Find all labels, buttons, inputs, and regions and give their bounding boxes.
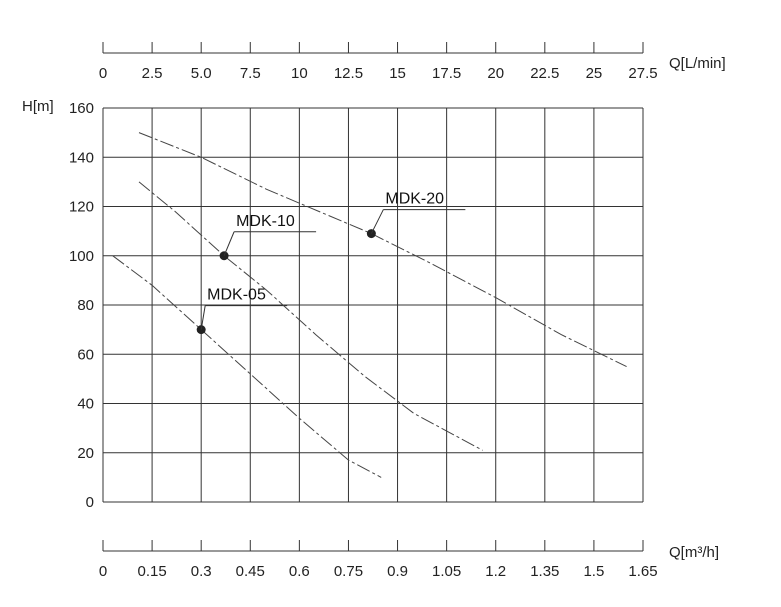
y-tick-label: 80 <box>77 297 94 314</box>
bottom-x-tick-label: 1.5 <box>583 563 604 580</box>
y-tick-label: 120 <box>69 199 94 216</box>
top-x-tick-label: 15 <box>389 65 406 82</box>
top-x-tick-label: 20 <box>487 65 504 82</box>
y-tick-label: 140 <box>69 149 94 166</box>
label-leader <box>223 231 235 256</box>
bottom-x-tick-label: 0.3 <box>191 563 212 580</box>
top-axis: 0 2.5 5.0 7.5 10 12.5 15 17.5 20 22.5 25 27.5 <box>99 42 658 82</box>
top-x-tick-label: 7.5 <box>240 65 261 82</box>
top-x-tick-label: 12.5 <box>334 65 363 82</box>
top-x-tick-label: 17.5 <box>432 65 461 82</box>
top-x-tick-label: 25 <box>586 65 603 82</box>
y-tick-label: 20 <box>77 445 94 462</box>
bottom-x-tick-label: 0.6 <box>289 563 310 580</box>
bottom-axis: 0 0.15 0.3 0.45 0.6 0.75 0.9 1.05 1.2 1.35 1.5 1.65 <box>99 540 658 580</box>
series-line-mdk-20 <box>138 132 627 368</box>
top-x-axis-label: Q[L/min] <box>669 55 726 72</box>
y-tick-label: 60 <box>77 346 94 363</box>
bottom-x-tick-label: 1.05 <box>432 563 461 580</box>
series-group: MDK-05 MDK-10 MDK-20 <box>112 132 627 478</box>
label-leader <box>370 209 384 234</box>
bottom-x-tick-label: 0.15 <box>137 563 166 580</box>
series-label-mdk-10: MDK-10 <box>236 213 295 230</box>
bottom-x-tick-label: 1.65 <box>628 563 657 580</box>
top-x-tick-label: 27.5 <box>628 65 657 82</box>
series-label-mdk-20: MDK-20 <box>385 191 444 208</box>
bottom-x-tick-label: 1.2 <box>485 563 506 580</box>
bottom-x-tick-label: 1.35 <box>530 563 559 580</box>
y-tick-label: 40 <box>77 396 94 413</box>
bottom-x-tick-label: 0.9 <box>387 563 408 580</box>
y-tick-label: 100 <box>69 248 94 265</box>
bottom-x-tick-label: 0.75 <box>334 563 363 580</box>
bottom-x-tick-label: 0.45 <box>236 563 265 580</box>
y-tick-label: 0 <box>86 494 94 511</box>
series-line-mdk-05 <box>112 255 382 478</box>
label-leader <box>200 305 206 330</box>
top-x-tick-label: 10 <box>291 65 308 82</box>
y-axis-label: H[m] <box>22 98 54 115</box>
top-x-tick-label: 0 <box>99 65 107 82</box>
top-x-tick-label: 5.0 <box>191 65 212 82</box>
y-tick-label: 160 <box>69 100 94 117</box>
top-x-tick-label: 22.5 <box>530 65 559 82</box>
top-x-tick-label: 2.5 <box>142 65 163 82</box>
series-line-mdk-10 <box>138 181 483 451</box>
series-label-mdk-05: MDK-05 <box>207 287 266 304</box>
bottom-x-tick-label: 0 <box>99 563 107 580</box>
y-axis: 0 20 40 60 80 100 120 140 160 <box>69 100 94 511</box>
grid <box>102 107 644 503</box>
bottom-x-axis-label: Q[m³/h] <box>669 544 719 561</box>
